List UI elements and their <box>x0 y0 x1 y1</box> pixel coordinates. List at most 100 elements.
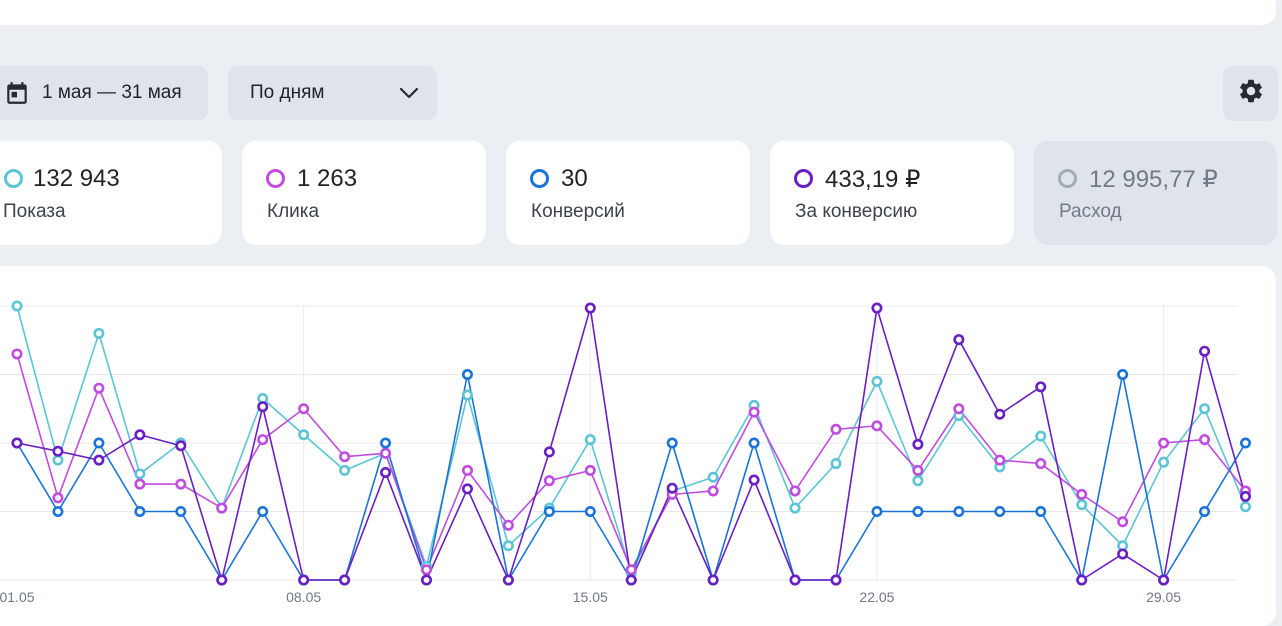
data-point <box>789 502 801 514</box>
data-point <box>1035 430 1047 442</box>
data-point <box>953 334 965 346</box>
data-point <box>1117 548 1129 560</box>
data-point <box>912 475 924 487</box>
data-point <box>1035 505 1047 517</box>
data-point <box>216 502 228 514</box>
data-point <box>52 492 64 504</box>
data-point <box>1240 490 1252 502</box>
data-point <box>1199 434 1211 446</box>
data-point <box>175 478 187 490</box>
data-point <box>257 505 269 517</box>
data-point <box>871 375 883 387</box>
series-marker-icon <box>4 169 23 188</box>
data-point <box>134 505 146 517</box>
data-point <box>912 505 924 517</box>
series-line <box>16 305 1247 574</box>
data-point <box>830 423 842 435</box>
metric-label: Расход <box>1059 201 1122 222</box>
data-point <box>1035 458 1047 470</box>
data-point <box>584 505 596 517</box>
date-range-label: 1 мая — 31 мая <box>42 82 182 103</box>
data-point <box>543 505 555 517</box>
metric-card-cost-per-conversion[interactable]: 433,19 ₽ За конверсию <box>770 141 1014 245</box>
data-point <box>1199 505 1211 517</box>
data-point <box>584 302 596 314</box>
data-point <box>789 574 801 586</box>
data-point <box>175 440 187 452</box>
data-point <box>1199 345 1211 357</box>
data-point <box>339 451 351 463</box>
data-point <box>257 434 269 446</box>
data-point <box>584 434 596 446</box>
metric-value: 12 995,77 ₽ <box>1089 166 1218 193</box>
data-point <box>666 437 678 449</box>
metric-label: Показа <box>3 201 66 222</box>
data-point <box>298 403 310 415</box>
period-select[interactable]: По дням <box>228 66 437 120</box>
series-marker-icon <box>794 169 813 188</box>
data-point <box>748 437 760 449</box>
metric-value: 433,19 ₽ <box>825 166 921 193</box>
data-point <box>11 300 23 312</box>
period-label: По дням <box>250 82 325 103</box>
metric-label: Конверсий <box>531 201 625 222</box>
data-point <box>748 406 760 418</box>
data-point <box>1199 403 1211 415</box>
data-point <box>748 474 760 486</box>
data-point <box>953 505 965 517</box>
data-point <box>380 466 392 478</box>
data-point <box>461 464 473 476</box>
metric-label: Клика <box>267 201 320 222</box>
data-point <box>994 408 1006 420</box>
data-point <box>1117 516 1129 528</box>
data-point <box>461 389 473 401</box>
data-point <box>1158 456 1170 468</box>
data-point <box>707 485 719 497</box>
data-point <box>707 574 719 586</box>
data-point <box>830 458 842 470</box>
data-point <box>380 437 392 449</box>
data-point <box>1076 574 1088 586</box>
data-point <box>216 574 228 586</box>
chevron-down-icon <box>397 81 421 105</box>
data-point <box>953 403 965 415</box>
data-point <box>11 348 23 360</box>
data-point <box>134 468 146 480</box>
metric-value: 1 263 <box>297 165 358 192</box>
series-marker-icon <box>1058 169 1077 188</box>
date-range-picker[interactable]: 1 мая — 31 мая <box>0 66 208 120</box>
data-point <box>93 437 105 449</box>
series-marker-icon <box>266 169 285 188</box>
data-point <box>93 382 105 394</box>
data-point <box>912 438 924 450</box>
data-point <box>502 540 514 552</box>
data-point <box>1158 437 1170 449</box>
metric-card-impressions[interactable]: 132 943 Показа <box>0 141 222 245</box>
metric-card-conversions[interactable]: 30 Конверсий <box>506 141 750 245</box>
data-point <box>93 327 105 339</box>
metric-label: За конверсию <box>795 201 918 222</box>
data-point <box>52 454 64 466</box>
metric-card-spend[interactable]: 12 995,77 ₽ Расход <box>1034 141 1277 245</box>
data-point <box>1076 488 1088 500</box>
metric-value: 132 943 <box>33 165 120 192</box>
data-point <box>298 429 310 441</box>
metric-card-clicks[interactable]: 1 263 Клика <box>242 141 486 245</box>
calendar-icon <box>4 79 32 107</box>
data-point <box>871 420 883 432</box>
data-point <box>994 454 1006 466</box>
settings-button[interactable] <box>1223 66 1278 121</box>
x-tick-label: 15.05 <box>573 589 608 605</box>
data-point <box>1076 499 1088 511</box>
data-point <box>93 454 105 466</box>
data-point <box>298 574 310 586</box>
data-point <box>134 429 146 441</box>
series-line <box>16 307 1247 581</box>
data-point <box>871 505 883 517</box>
data-point <box>420 564 432 576</box>
series-marker-icon <box>530 169 549 188</box>
data-point <box>789 485 801 497</box>
data-point <box>1240 437 1252 449</box>
metric-value: 30 <box>561 165 588 192</box>
top-panel <box>0 0 1276 25</box>
